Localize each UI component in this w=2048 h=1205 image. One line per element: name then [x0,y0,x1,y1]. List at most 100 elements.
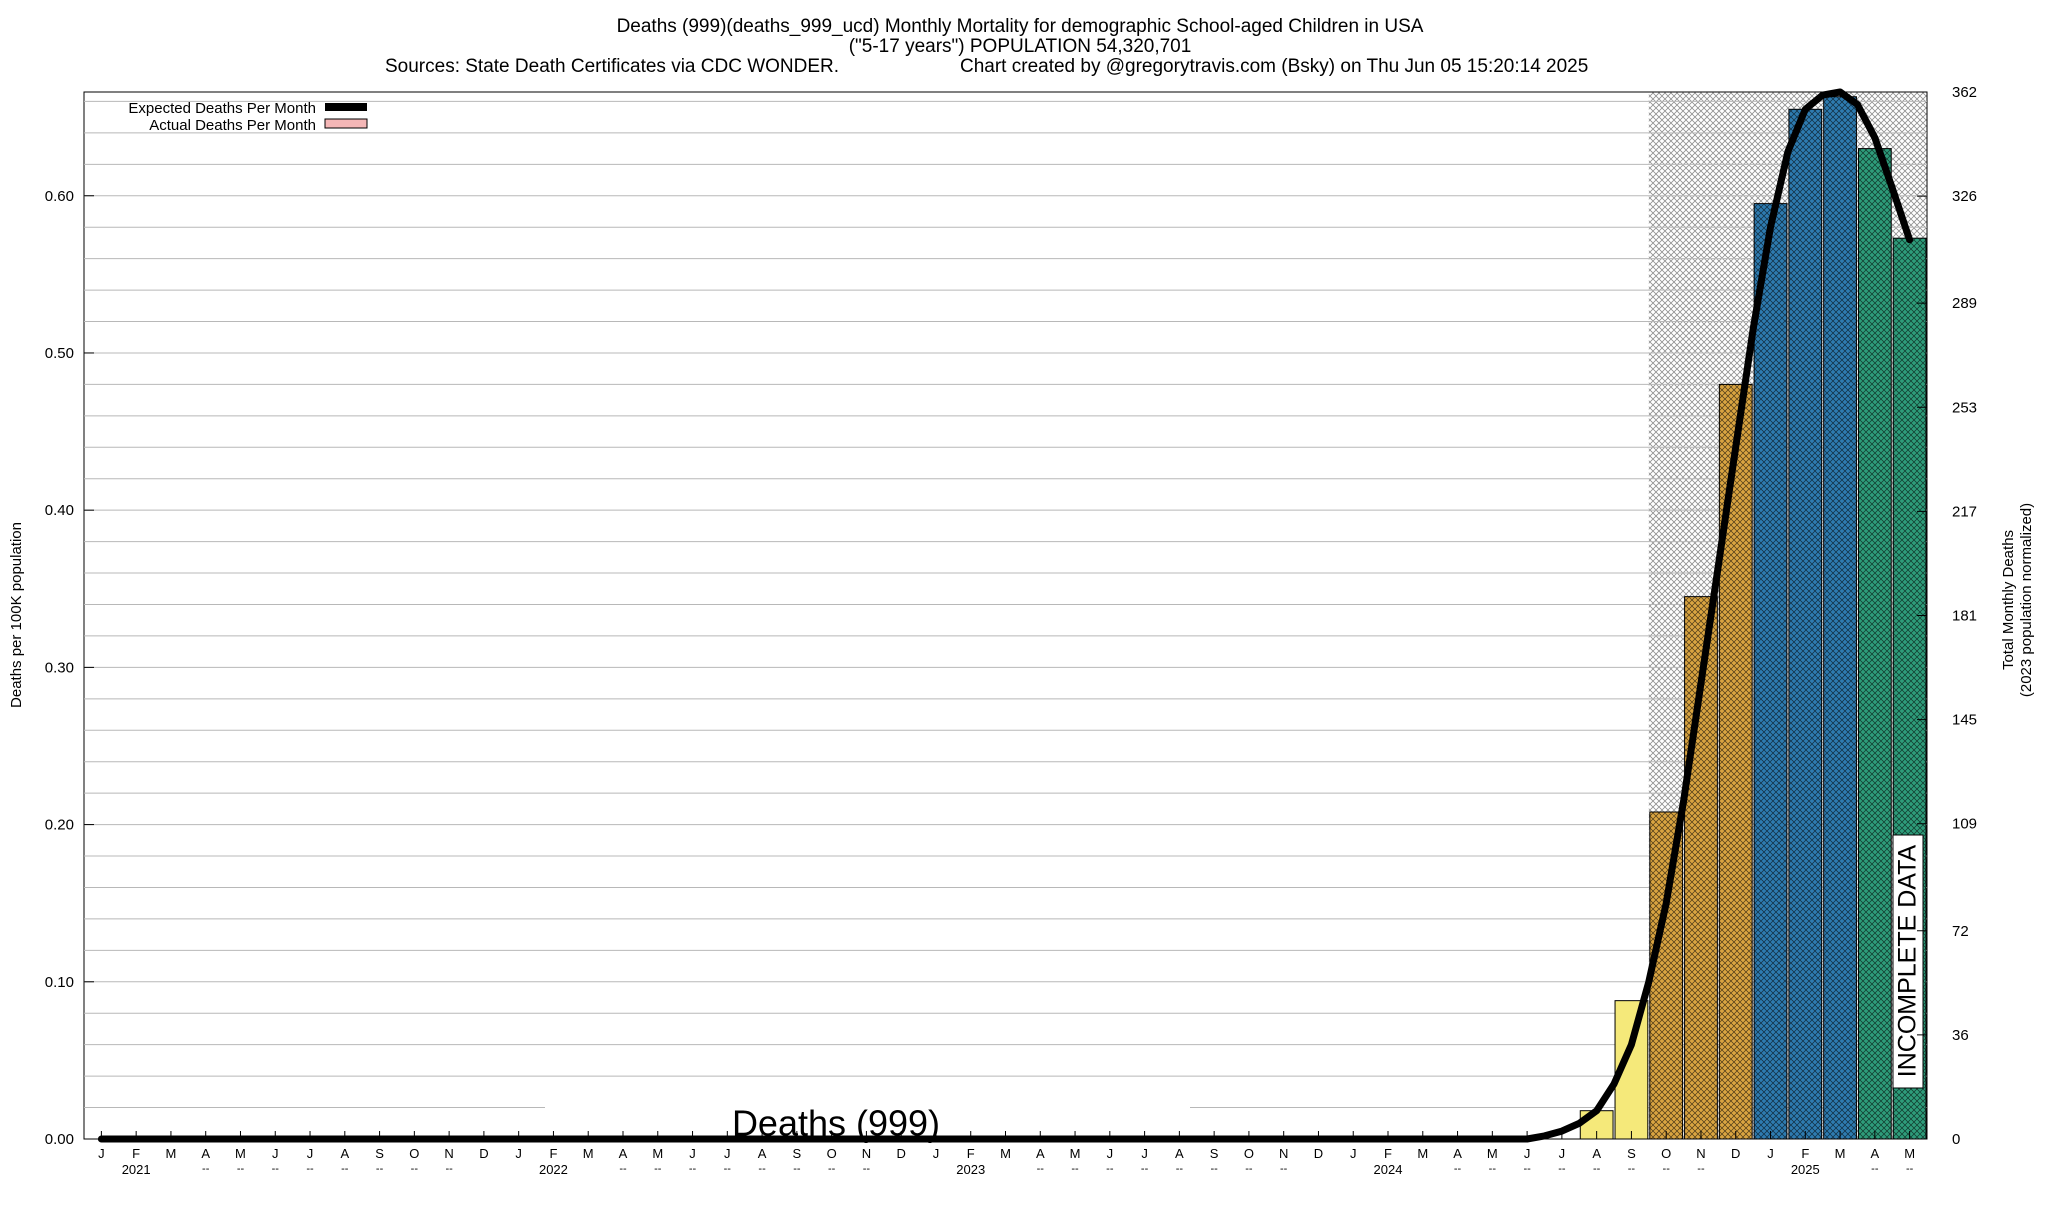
x-minor-mark: -- [1454,1163,1462,1175]
y-tick-label: 0.40 [45,502,74,519]
x-minor-mark: -- [828,1163,836,1175]
chart-title: Deaths (999)(deaths_999_ucd) Monthly Mor… [617,16,1424,37]
y2-tick-label: 36 [1952,1027,1969,1044]
x-minor-mark: -- [1106,1163,1114,1175]
x-month-label: M [235,1146,246,1161]
x-minor-mark: -- [202,1163,210,1175]
x-month-label: O [409,1146,419,1161]
x-month-label: D [1314,1146,1323,1161]
y2-axis-label-line1: Total Monthly Deaths [2000,530,2017,670]
x-month-label: O [1244,1146,1254,1161]
x-minor-mark: -- [1871,1163,1879,1175]
y2-tick-label: 326 [1952,188,1977,205]
y-tick-label: 0.00 [45,1131,74,1148]
y2-tick-label: 253 [1952,399,1977,416]
x-minor-mark: -- [758,1163,766,1175]
x-month-label: F [967,1146,975,1161]
x-month-label: S [1210,1146,1219,1161]
x-month-label: F [1801,1146,1809,1161]
y2-tick-label: 362 [1952,84,1977,101]
x-minor-mark: -- [1906,1163,1914,1175]
x-month-label: M [166,1146,177,1161]
x-year-label: 2023 [956,1162,985,1177]
x-minor-mark: -- [689,1163,697,1175]
x-year-label: 2025 [1791,1162,1820,1177]
x-month-label: M [583,1146,594,1161]
x-minor-mark: -- [1210,1163,1218,1175]
x-month-label: N [444,1146,453,1161]
x-month-label: O [1661,1146,1671,1161]
x-month-label: J [933,1146,940,1161]
incomplete-label: INCOMPLETE DATA [1894,844,1922,1077]
y-axis-label: Deaths per 100K population [8,522,25,708]
plot-area [83,91,1928,1140]
y2-tick-label: 217 [1952,503,1977,520]
y2-tick-label: 72 [1952,923,1969,940]
x-month-label: J [1559,1146,1566,1161]
x-minor-mark: -- [1523,1163,1531,1175]
x-month-label: J [515,1146,522,1161]
x-month-label: F [549,1146,557,1161]
x-minor-mark: -- [1245,1163,1253,1175]
y-tick-label: 0.30 [45,659,74,676]
x-minor-mark: -- [1697,1163,1705,1175]
x-minor-mark: -- [1141,1163,1149,1175]
legend-label-expected: Expected Deaths Per Month [128,100,316,117]
x-minor-mark: -- [272,1163,280,1175]
x-minor-mark: -- [1037,1163,1045,1175]
bar-hatch [1823,96,1857,1140]
x-month-label: J [1350,1146,1357,1161]
x-month-label: A [340,1146,349,1161]
legend: Expected Deaths Per Month Actual Deaths … [128,100,368,134]
bar-hatch [1719,384,1753,1139]
x-month-label: J [724,1146,731,1161]
bar-hatch [1754,203,1787,1139]
incomplete-label-box [1892,834,1924,1089]
bar-hatch [1788,109,1822,1139]
bar-hatch [1649,812,1683,1139]
x-month-label: M [1904,1146,1915,1161]
x-minor-mark: -- [341,1163,349,1175]
x-minor-mark: -- [1593,1163,1601,1175]
x-minor-mark: -- [237,1163,245,1175]
x-month-label: M [1487,1146,1498,1161]
y2-tick-label: 181 [1952,608,1977,625]
chart-credit: Chart created by @gregorytravis.com (Bsk… [960,56,1588,77]
y2-tick-label: 145 [1952,712,1977,729]
x-month-label: M [1417,1146,1428,1161]
x-month-label: A [1453,1146,1462,1161]
legend-swatch-actual [324,118,368,129]
chart-sources: Sources: State Death Certificates via CD… [385,56,839,77]
x-month-label: J [272,1146,279,1161]
x-month-label: A [1036,1146,1045,1161]
x-minor-mark: -- [1176,1163,1184,1175]
x-month-label: S [793,1146,802,1161]
x-year-label: 2021 [122,1162,151,1177]
x-month-label: A [619,1146,628,1161]
x-month-label: D [479,1146,488,1161]
y-tick-label: 0.10 [45,974,74,991]
x-month-label: A [758,1146,767,1161]
x-minor-mark: -- [1280,1163,1288,1175]
x-month-label: M [1835,1146,1846,1161]
x-month-label: F [1384,1146,1392,1161]
x-month-label: S [375,1146,384,1161]
y2-tick-label: 289 [1952,295,1977,312]
x-month-label: J [689,1146,696,1161]
legend-label-actual: Actual Deaths Per Month [149,117,316,134]
y2-axis-label-line2: (2023 population normalized) [2018,503,2035,697]
x-minor-mark: -- [793,1163,801,1175]
x-minor-mark: -- [654,1163,662,1175]
x-minor-mark: -- [1489,1163,1497,1175]
x-month-label: O [827,1146,837,1161]
y2-axis-ticks: 0 36 72 109 145 181 217 253 289 326 362 [1917,84,1977,1148]
x-minor-mark: -- [306,1163,314,1175]
x-minor-mark: -- [1663,1163,1671,1175]
x-month-label: N [862,1146,871,1161]
x-month-label: A [1592,1146,1601,1161]
x-minor-mark: -- [863,1163,871,1175]
x-month-label: J [307,1146,314,1161]
chart-subtitle: ("5-17 years") POPULATION 54,320,701 [849,36,1192,57]
x-month-label: S [1627,1146,1636,1161]
